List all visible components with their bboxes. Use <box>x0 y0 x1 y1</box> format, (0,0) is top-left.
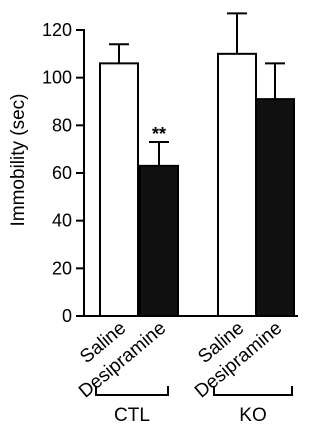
significance-marker: ** <box>152 124 166 144</box>
y-tick-label: 120 <box>42 20 72 40</box>
bars: ** <box>84 12 298 317</box>
bar <box>255 98 295 317</box>
bar <box>139 164 179 317</box>
y-tick-label: 80 <box>52 115 72 135</box>
y-axis-label: Immobility (sec) <box>8 93 29 226</box>
group-label: KO <box>239 405 266 426</box>
bar <box>99 62 139 317</box>
group-bracket <box>213 386 293 396</box>
y-tick-label: 0 <box>62 306 72 326</box>
group-label: CTL <box>114 405 150 426</box>
y-axis: 0 20 40 60 80 100 120 <box>42 20 85 326</box>
y-tick-label: 40 <box>52 211 72 231</box>
group-bracket <box>95 386 169 396</box>
y-tick-label: 20 <box>52 258 72 278</box>
y-tick-label: 100 <box>42 68 72 88</box>
y-tick-label: 60 <box>52 163 72 183</box>
bar <box>217 52 257 317</box>
group-brackets: CTL KO <box>95 386 293 426</box>
